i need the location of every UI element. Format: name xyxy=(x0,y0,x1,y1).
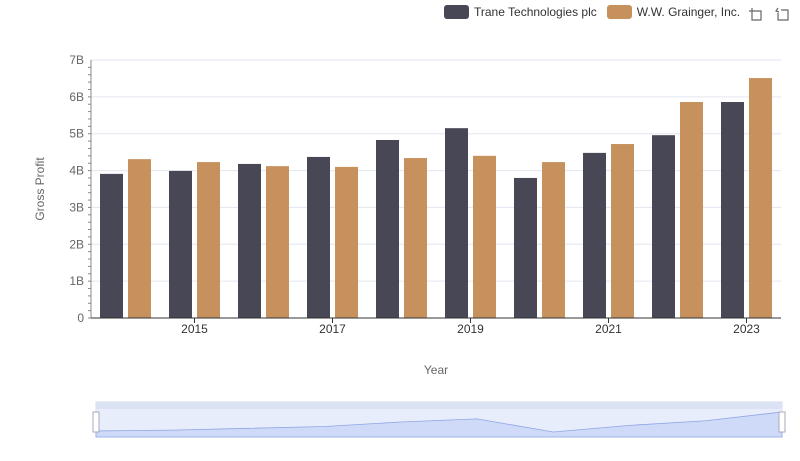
bar-trane-2021 xyxy=(583,152,606,318)
legend: Trane Technologies plc W.W. Grainger, In… xyxy=(444,5,750,19)
x-tick-label: 2015 xyxy=(181,322,208,336)
bar-trane-2014 xyxy=(100,173,123,318)
x-tick-label: 2021 xyxy=(595,322,622,336)
bar-grainger-2017 xyxy=(335,166,358,318)
legend-label: Trane Technologies plc xyxy=(474,5,597,19)
x-tick-label: 2019 xyxy=(457,322,484,336)
data-zoom-slider[interactable] xyxy=(92,401,786,438)
y-tick-label: 2B xyxy=(69,237,84,251)
y-tick-label: 6B xyxy=(69,90,84,104)
slider-handle-left[interactable] xyxy=(92,411,100,433)
zoom-icon[interactable] xyxy=(748,7,762,21)
y-tick-label: 3B xyxy=(69,200,84,214)
bar-grainger-2019 xyxy=(473,155,496,318)
bar-trane-2016 xyxy=(238,163,261,318)
bar-trane-2022 xyxy=(652,135,675,318)
x-tick-label: 2023 xyxy=(733,322,760,336)
bar-grainger-2015 xyxy=(197,162,220,318)
x-tick-label: 2017 xyxy=(319,322,346,336)
legend-item-grainger[interactable]: W.W. Grainger, Inc. xyxy=(606,5,741,19)
y-tick-label: 7B xyxy=(69,53,84,67)
bar-grainger-2022 xyxy=(680,102,703,318)
x-axis-title: Year xyxy=(424,363,448,377)
bar-trane-2020 xyxy=(514,177,537,318)
y-tick-label: 5B xyxy=(69,127,84,141)
bar-grainger-2023 xyxy=(749,78,772,318)
bar-trane-2017 xyxy=(307,156,330,318)
legend-swatch xyxy=(444,5,469,19)
bar-trane-2018 xyxy=(376,139,399,318)
bar-trane-2023 xyxy=(721,102,744,318)
legend-swatch xyxy=(606,5,632,19)
bar-grainger-2016 xyxy=(266,166,289,318)
slider-handle-right[interactable] xyxy=(778,411,786,433)
y-tick-label: 1B xyxy=(69,274,84,288)
bar-grainger-2018 xyxy=(404,158,427,318)
bar-grainger-2021 xyxy=(611,144,634,318)
y-tick-label: 0 xyxy=(77,311,84,325)
y-tick-label: 4B xyxy=(69,164,84,178)
legend-item-trane[interactable]: Trane Technologies plc xyxy=(444,5,597,19)
bar-trane-2015 xyxy=(169,170,192,318)
bar-trane-2019 xyxy=(445,128,468,318)
bar-grainger-2014 xyxy=(128,159,151,318)
bar-grainger-2020 xyxy=(542,162,565,318)
y-axis-title: Gross Profit xyxy=(33,157,47,221)
reset-icon[interactable] xyxy=(775,7,789,21)
legend-label: W.W. Grainger, Inc. xyxy=(636,5,741,19)
